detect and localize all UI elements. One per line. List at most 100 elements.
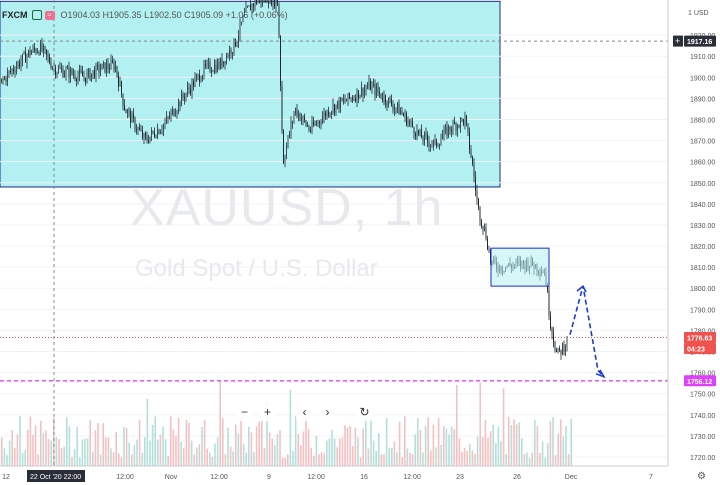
volume-bar xyxy=(120,457,123,466)
compare-icon[interactable]: ≈ xyxy=(44,10,55,20)
volume-bar xyxy=(450,426,453,466)
volume-bar xyxy=(515,424,518,466)
volume-bar xyxy=(336,447,338,466)
candle-body xyxy=(280,36,281,86)
volume-bar xyxy=(518,422,520,466)
volume-bar xyxy=(53,417,55,466)
candle-body xyxy=(131,113,133,123)
crosshair-price-label-bg xyxy=(684,35,716,47)
candle-body xyxy=(98,65,100,73)
candle-body xyxy=(320,122,322,124)
candle-body xyxy=(38,51,40,55)
scroll-left-button[interactable]: ‹ xyxy=(296,404,313,421)
candle-body xyxy=(70,69,71,78)
candle-body xyxy=(181,93,182,107)
candle-body xyxy=(157,129,158,138)
volume-bar xyxy=(141,452,143,466)
candle-body xyxy=(8,71,10,73)
candle-body xyxy=(557,348,559,352)
candle-body xyxy=(4,77,5,80)
volume-bar xyxy=(396,452,398,466)
candle-body xyxy=(263,0,265,1)
volume-bar xyxy=(68,426,71,466)
candle-body xyxy=(389,97,391,100)
candle-body xyxy=(91,73,92,80)
volume-bar xyxy=(118,453,120,466)
volume-bar xyxy=(375,450,377,466)
volume-bar xyxy=(562,436,565,466)
watermark-symbol: XAUUSD, 1h xyxy=(130,179,444,237)
candle-body xyxy=(113,62,115,70)
candle-body xyxy=(397,103,398,108)
volume-bar xyxy=(453,429,455,466)
candle-body xyxy=(409,121,410,123)
zoom-in-button[interactable]: + xyxy=(259,404,276,421)
volume-bar xyxy=(276,434,279,466)
volume-bar xyxy=(201,426,203,466)
volume-bar xyxy=(362,428,364,466)
candle-body xyxy=(22,53,23,62)
volume-bar xyxy=(302,431,305,466)
y-tick-label: 1890.00 xyxy=(690,96,715,103)
candle-body xyxy=(338,101,340,110)
volume-bar xyxy=(34,425,37,466)
volume-bar xyxy=(16,434,19,466)
volume-bar xyxy=(255,426,258,466)
candle-body xyxy=(344,99,346,102)
candle-body xyxy=(421,130,422,139)
candle-body xyxy=(64,74,65,78)
candle-body xyxy=(428,141,430,147)
candle-body xyxy=(121,81,122,94)
candle-body xyxy=(296,108,298,117)
candle-body xyxy=(481,220,482,226)
volume-bar xyxy=(164,439,167,466)
volume-bar xyxy=(102,423,104,466)
y-tick-label: 1790.00 xyxy=(690,307,715,314)
y-tick-label: 1730.00 xyxy=(690,434,715,441)
volume-bar xyxy=(404,416,406,466)
volume-bar xyxy=(263,447,266,466)
candle-body xyxy=(388,97,389,106)
volume-bar xyxy=(37,454,39,466)
candle-body xyxy=(251,4,253,11)
reset-chart-button[interactable]: ↻ xyxy=(356,404,373,421)
candle-body xyxy=(274,0,275,7)
volume-bar xyxy=(534,420,536,466)
volume-bar xyxy=(560,419,562,466)
gear-icon[interactable]: ⚙ xyxy=(697,471,706,482)
candle-body xyxy=(94,70,95,78)
zoom-out-button[interactable]: − xyxy=(236,404,253,421)
candle-body xyxy=(73,74,74,75)
last-price-label: 1776.63 xyxy=(687,336,712,343)
y-tick-label: 1850.00 xyxy=(690,181,715,188)
volume-bar xyxy=(326,440,328,466)
volume-bar xyxy=(232,451,234,466)
candle-body xyxy=(56,72,58,76)
interval-chip[interactable] xyxy=(31,10,42,20)
x-tick-label: Dec xyxy=(565,474,578,481)
volume-bar xyxy=(305,418,307,466)
volume-bar xyxy=(224,454,227,466)
volume-bar xyxy=(185,419,188,466)
candle-body xyxy=(173,109,175,116)
candle-body xyxy=(83,76,85,78)
candle-body xyxy=(17,62,19,67)
candle-body xyxy=(88,69,89,73)
scroll-right-button[interactable]: › xyxy=(319,404,336,421)
volume-bar xyxy=(8,440,11,466)
candle-body xyxy=(265,0,266,1)
volume-bar xyxy=(193,454,195,466)
candle-body xyxy=(23,51,25,54)
volume-bar xyxy=(365,417,367,466)
candle-body xyxy=(79,70,80,76)
candle-body xyxy=(418,129,419,134)
volume-bar xyxy=(216,437,219,466)
volume-bar xyxy=(521,438,523,466)
candle-body xyxy=(326,110,328,117)
candle-body xyxy=(109,68,110,70)
candle-body xyxy=(473,163,475,178)
y-axis-unit: 1 USD xyxy=(688,10,709,17)
volume-bar xyxy=(383,454,385,466)
volume-bar xyxy=(214,443,216,466)
